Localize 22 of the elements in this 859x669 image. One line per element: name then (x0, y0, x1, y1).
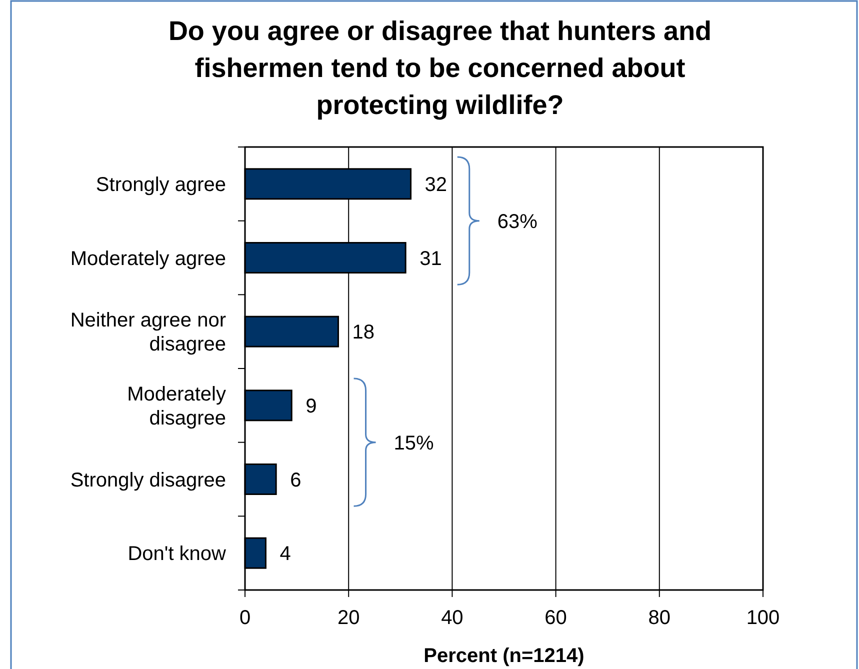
data-label: 18 (352, 322, 374, 344)
y-tick-label: Strongly agree (96, 174, 226, 196)
x-tick-label: 40 (441, 607, 464, 629)
y-tick-label: Moderately disagree (127, 383, 226, 430)
x-tick-label: 0 (239, 607, 251, 629)
annotation: 63% (497, 210, 538, 233)
y-tick-label: Neither agree nor disagree (70, 310, 226, 356)
data-label: 31 (420, 248, 442, 270)
x-tick-label: 100 (746, 607, 780, 629)
data-label: 4 (280, 543, 291, 566)
x-tick-label: 60 (544, 607, 567, 629)
x-axis-title: Percent (n=1214) (424, 645, 584, 667)
x-tick-label: 20 (337, 607, 360, 629)
data-label: 32 (424, 174, 448, 196)
data-label: 9 (306, 395, 317, 418)
y-tick-label: Moderately agree (70, 248, 226, 270)
data-label: 6 (290, 469, 302, 492)
y-tick-label: Don't know (128, 543, 227, 566)
chart-title: Do you agree or disagree that hunters and fishermen tend to be concerned about protecting wildlife? (168, 16, 712, 120)
annotation: 15% (394, 432, 434, 454)
x-tick-label: 80 (648, 607, 671, 629)
y-tick-label: Strongly disagree (70, 469, 226, 492)
